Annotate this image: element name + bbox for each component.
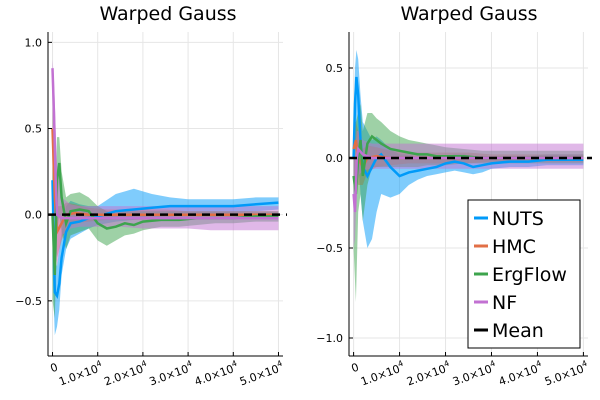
plot-area <box>51 59 279 336</box>
y-tick-label: 0.0 <box>326 152 344 165</box>
y-tick-label: 0.0 <box>25 209 43 222</box>
x-tick-label: 2.0×104 <box>102 359 150 389</box>
band-nf <box>353 131 584 248</box>
x-tick-label: 2.0×104 <box>404 359 452 389</box>
y-tick-label: 1.0 <box>25 36 43 49</box>
legend-label-hmc: HMC <box>492 236 536 258</box>
y-tick-label: 0.5 <box>326 62 344 75</box>
x-tick-label: 1.0×104 <box>57 359 105 389</box>
legend-label-nuts: NUTS <box>492 208 544 230</box>
left-panel: −0.5 0.0 0.5 1.0 01.0×104 2.0×104 3.0×104 4.0×1… <box>15 3 287 388</box>
x-tick-label: 4.0×104 <box>496 359 544 389</box>
legend-label-mean: Mean <box>492 320 544 342</box>
y-tick-label: 0.5 <box>25 123 43 136</box>
chart-title: Warped Gauss <box>400 3 537 25</box>
line-nuts <box>51 180 279 300</box>
grid <box>48 32 283 356</box>
legend-label-ergflow: ErgFlow <box>492 264 567 286</box>
right-panel: −1.0 −0.5 0.0 0.5 01.0×104 2.0×104 3.0×104 4.0×… <box>316 3 592 388</box>
y-tick-label: −0.5 <box>15 295 42 308</box>
y-tick-label: −1.0 <box>316 332 343 345</box>
band-hmc <box>52 76 279 258</box>
band-nf <box>52 59 279 267</box>
x-tick-label: 0 <box>350 361 361 376</box>
x-tick-label: 3.0×104 <box>147 359 195 389</box>
x-tick-label: 5.0×104 <box>542 359 590 389</box>
x-tick-label: 5.0×104 <box>237 359 285 389</box>
line-nf <box>51 68 279 220</box>
legend-label-nf: NF <box>492 292 517 314</box>
legend: NUTS HMC ErgFlow NF Mean <box>467 199 581 349</box>
chart-title: Warped Gauss <box>99 3 236 25</box>
x-tick-label: 0 <box>49 361 60 376</box>
x-tick-label: 4.0×104 <box>192 359 240 389</box>
y-tick-label: −0.5 <box>316 242 343 255</box>
x-tick-label: 3.0×104 <box>450 359 498 389</box>
x-tick-label: 1.0×104 <box>358 359 406 389</box>
